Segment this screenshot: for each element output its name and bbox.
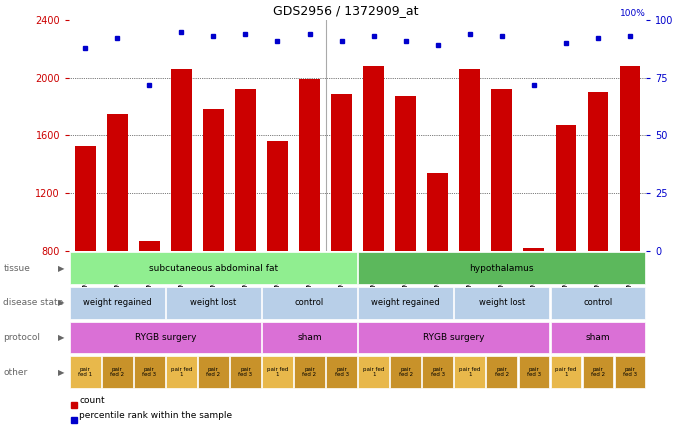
Text: pair
fed 2: pair fed 2 <box>207 367 220 377</box>
Bar <box>390 356 421 388</box>
Bar <box>551 287 645 319</box>
Bar <box>198 356 229 388</box>
Bar <box>203 109 224 251</box>
Bar <box>139 241 160 251</box>
Bar <box>230 356 261 388</box>
Text: ▶: ▶ <box>57 298 64 307</box>
Bar <box>583 356 614 388</box>
Bar <box>294 356 325 388</box>
Bar <box>70 356 100 388</box>
Bar <box>491 89 512 251</box>
Bar <box>70 287 164 319</box>
Bar <box>620 66 641 251</box>
Text: RYGB surgery: RYGB surgery <box>135 333 196 342</box>
Text: sham: sham <box>586 333 610 342</box>
Text: weight lost: weight lost <box>190 298 236 307</box>
Text: pair
fed 3: pair fed 3 <box>142 367 156 377</box>
Text: tissue: tissue <box>3 264 30 273</box>
Text: pair fed
1: pair fed 1 <box>363 367 384 377</box>
Text: pair fed
1: pair fed 1 <box>459 367 480 377</box>
Bar <box>134 356 164 388</box>
Bar <box>358 356 389 388</box>
Bar <box>166 287 261 319</box>
Bar <box>524 248 545 251</box>
Text: percentile rank within the sample: percentile rank within the sample <box>79 411 233 420</box>
Text: 100%: 100% <box>621 9 646 18</box>
Bar <box>331 94 352 251</box>
Bar <box>326 356 357 388</box>
Text: count: count <box>79 396 105 405</box>
Text: pair
fed 2: pair fed 2 <box>495 367 509 377</box>
Bar <box>427 173 448 251</box>
Text: pair fed
1: pair fed 1 <box>556 367 576 377</box>
Text: ▶: ▶ <box>57 264 64 273</box>
Bar <box>455 356 485 388</box>
Text: pair
fed 2: pair fed 2 <box>110 367 124 377</box>
Text: pair
fed 3: pair fed 3 <box>238 367 252 377</box>
Text: weight regained: weight regained <box>371 298 440 307</box>
Text: pair fed
1: pair fed 1 <box>267 367 288 377</box>
Bar <box>171 69 191 251</box>
Text: GDS2956 / 1372909_at: GDS2956 / 1372909_at <box>273 4 418 17</box>
Bar <box>358 321 549 353</box>
Bar <box>363 66 384 251</box>
Bar <box>486 356 518 388</box>
Bar <box>75 146 95 251</box>
Bar <box>422 356 453 388</box>
Text: control: control <box>295 298 324 307</box>
Bar <box>395 96 416 251</box>
Text: pair
fed 3: pair fed 3 <box>623 367 637 377</box>
Text: weight regained: weight regained <box>83 298 151 307</box>
Text: pair fed
1: pair fed 1 <box>171 367 192 377</box>
Bar <box>551 321 645 353</box>
Text: pair
fed 2: pair fed 2 <box>303 367 316 377</box>
Text: weight lost: weight lost <box>479 298 525 307</box>
Bar <box>587 92 608 251</box>
Text: pair
fed 3: pair fed 3 <box>334 367 349 377</box>
Text: pair
fed 3: pair fed 3 <box>430 367 445 377</box>
Bar <box>70 252 357 284</box>
Text: control: control <box>583 298 613 307</box>
Bar <box>358 252 645 284</box>
Text: other: other <box>3 368 28 377</box>
Text: pair
fed 3: pair fed 3 <box>527 367 541 377</box>
Bar <box>235 89 256 251</box>
Bar <box>262 321 357 353</box>
Bar <box>460 69 480 251</box>
Bar <box>262 287 357 319</box>
Bar <box>518 356 549 388</box>
Text: ▶: ▶ <box>57 333 64 342</box>
Bar <box>262 356 293 388</box>
Bar <box>70 321 261 353</box>
Bar <box>556 125 576 251</box>
Bar <box>102 356 133 388</box>
Text: subcutaneous abdominal fat: subcutaneous abdominal fat <box>149 264 278 273</box>
Bar <box>267 141 288 251</box>
Bar <box>551 356 581 388</box>
Text: sham: sham <box>297 333 322 342</box>
Text: disease state: disease state <box>3 298 64 307</box>
Text: protocol: protocol <box>3 333 41 342</box>
Bar <box>166 356 197 388</box>
Bar <box>299 79 320 251</box>
Bar <box>107 114 128 251</box>
Text: pair
fed 1: pair fed 1 <box>78 367 92 377</box>
Bar <box>358 287 453 319</box>
Text: ▶: ▶ <box>57 368 64 377</box>
Text: pair
fed 2: pair fed 2 <box>591 367 605 377</box>
Text: hypothalamus: hypothalamus <box>470 264 534 273</box>
Bar <box>615 356 645 388</box>
Bar <box>455 287 549 319</box>
Text: pair
fed 2: pair fed 2 <box>399 367 413 377</box>
Text: RYGB surgery: RYGB surgery <box>423 333 484 342</box>
